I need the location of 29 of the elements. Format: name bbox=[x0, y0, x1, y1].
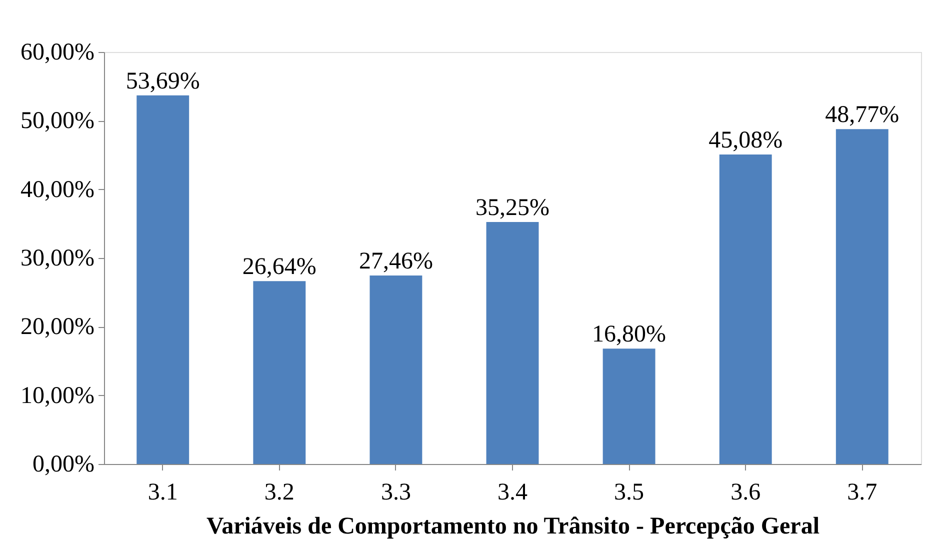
x-tick-label: 3.1 bbox=[148, 480, 178, 506]
x-tick-label: 3.7 bbox=[847, 480, 878, 506]
data-label: 16,80% bbox=[592, 322, 666, 348]
y-tick-label: 10,00% bbox=[20, 382, 94, 409]
data-label: 27,46% bbox=[358, 248, 433, 274]
x-tick-label: 3.6 bbox=[730, 480, 761, 506]
x-tick-label: 3.4 bbox=[498, 480, 528, 506]
data-label: 45,08% bbox=[708, 127, 783, 154]
data-label: 53,69% bbox=[126, 68, 200, 94]
bar bbox=[136, 95, 190, 464]
y-tick-label: 60,00% bbox=[20, 40, 94, 66]
bar bbox=[253, 281, 306, 464]
data-label: 26,64% bbox=[242, 254, 316, 280]
x-tick-label: 3.2 bbox=[264, 480, 294, 506]
data-label: 35,25% bbox=[476, 194, 550, 221]
y-tick-label: 20,00% bbox=[20, 314, 94, 340]
bar bbox=[836, 129, 888, 464]
x-axis-title: Variáveis de Comportamento no Trânsito - Percepção Geral bbox=[206, 514, 820, 540]
y-tick-label: 50,00% bbox=[20, 108, 94, 134]
y-tick-label: 0,00% bbox=[32, 452, 94, 478]
bar bbox=[486, 222, 539, 464]
x-tick-label: 3.3 bbox=[380, 480, 411, 506]
x-tick-label: 3.5 bbox=[614, 480, 644, 506]
y-tick-label: 30,00% bbox=[20, 246, 94, 272]
bar bbox=[719, 154, 772, 464]
bar bbox=[370, 275, 422, 464]
bar bbox=[602, 348, 656, 464]
y-tick-label: 40,00% bbox=[20, 176, 94, 203]
data-label: 48,77% bbox=[825, 102, 900, 128]
